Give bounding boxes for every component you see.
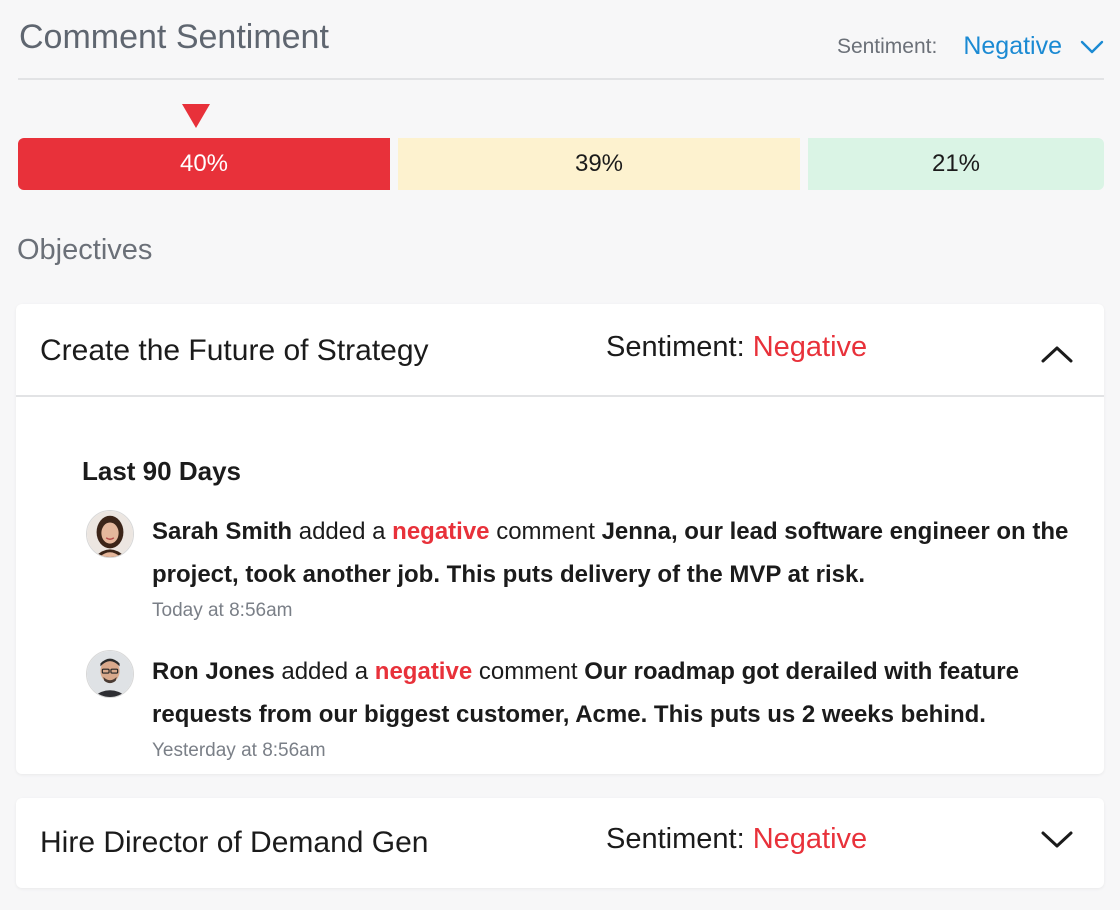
- objective-sentiment-label: Sentiment:: [606, 331, 745, 363]
- negative-segment[interactable]: 40%: [18, 138, 390, 190]
- sentiment-filter-dropdown[interactable]: Sentiment: Negative: [837, 32, 1104, 61]
- comment-item: Sarah Smith added a negative comment Jen…: [82, 510, 1082, 621]
- negative-percent: 40%: [179, 150, 229, 177]
- neutral-segment[interactable]: 39%: [398, 138, 800, 190]
- comment-verb: added a: [298, 518, 386, 545]
- objective-card: Create the Future of Strategy Sentiment:…: [16, 304, 1104, 774]
- selected-segment-marker-icon: [182, 104, 210, 128]
- objective-header[interactable]: Create the Future of Strategy Sentiment:…: [16, 304, 1104, 397]
- objective-header[interactable]: Hire Director of Demand Gen Sentiment: N…: [16, 798, 1104, 891]
- comment-text: Sarah Smith added a negative comment Jen…: [152, 510, 1082, 596]
- page-header: Comment Sentiment Sentiment: Negative: [18, 0, 1104, 80]
- objective-card: Hire Director of Demand Gen Sentiment: N…: [16, 798, 1104, 888]
- chevron-down-icon[interactable]: [1080, 39, 1104, 55]
- comment-author[interactable]: Ron Jones: [152, 658, 275, 685]
- sentiment-filter-label: Sentiment:: [836, 34, 938, 58]
- comment-noun: comment: [478, 658, 578, 685]
- avatar: [86, 650, 134, 698]
- objective-sentiment-label: Sentiment:: [606, 823, 745, 855]
- objective-sentiment-value: Negative: [752, 331, 868, 363]
- period-label: Last 90 Days: [82, 456, 241, 486]
- comment-noun: comment: [496, 518, 595, 545]
- comment-body: Our roadmap got derailed with feature re…: [152, 658, 1019, 728]
- comment-text: Ron Jones added a negative comment Our r…: [152, 650, 1082, 736]
- objectives-heading: Objectives: [17, 234, 153, 266]
- sentiment-filter-value[interactable]: Negative: [963, 32, 1062, 60]
- chevron-down-icon[interactable]: [1040, 830, 1074, 850]
- comment-author[interactable]: Sarah Smith: [152, 518, 293, 545]
- avatar: [86, 510, 134, 558]
- objective-sentiment: Sentiment: Negative: [606, 823, 867, 856]
- sentiment-distribution-bar: 40% 39% 21%: [18, 138, 1104, 190]
- page-title: Comment Sentiment: [19, 18, 329, 56]
- comment-sentiment: negative: [374, 658, 473, 685]
- objective-title: Create the Future of Strategy: [40, 334, 429, 367]
- comment-item: Ron Jones added a negative comment Our r…: [82, 650, 1082, 761]
- positive-percent: 21%: [931, 150, 981, 177]
- comment-body: Jenna, our lead software engineer on the…: [152, 518, 1069, 588]
- objective-title: Hire Director of Demand Gen: [40, 826, 429, 859]
- neutral-percent: 39%: [574, 150, 624, 177]
- chevron-up-icon[interactable]: [1040, 344, 1074, 364]
- positive-segment[interactable]: 21%: [808, 138, 1104, 190]
- objective-sentiment: Sentiment: Negative: [606, 331, 867, 364]
- comment-verb: added a: [281, 658, 369, 685]
- comment-timestamp: Yesterday at 8:56am: [152, 740, 326, 761]
- comment-timestamp: Today at 8:56am: [152, 600, 293, 621]
- objective-sentiment-value: Negative: [752, 823, 868, 855]
- comment-sentiment: negative: [392, 518, 490, 545]
